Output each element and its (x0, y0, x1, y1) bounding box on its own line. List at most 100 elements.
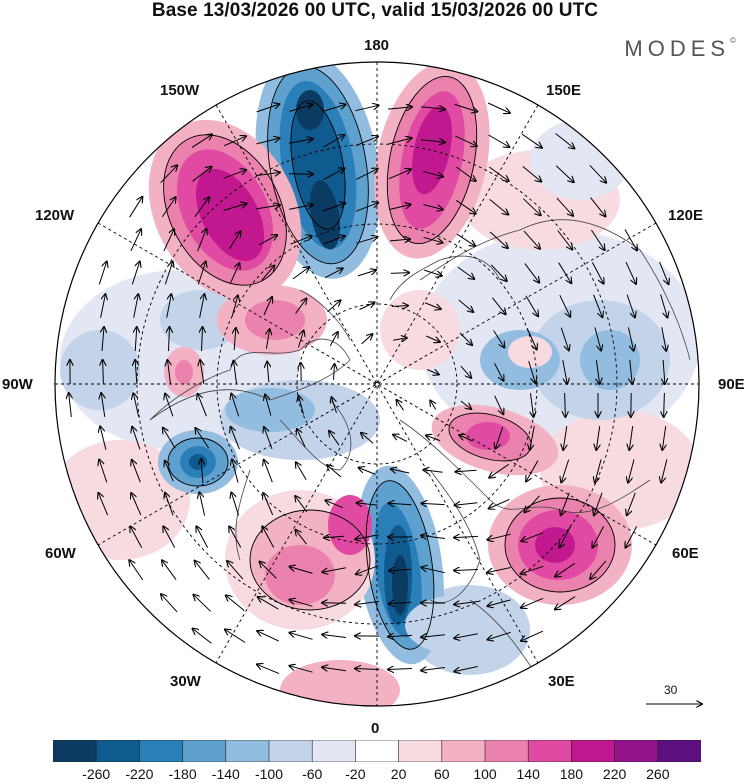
wind-vector (555, 133, 575, 149)
wind-vector (229, 527, 242, 548)
wind-vector (521, 532, 543, 541)
wind-vector (197, 262, 205, 285)
wind-vector (355, 136, 378, 147)
wind-vector (98, 493, 109, 516)
wind-vector (525, 295, 538, 316)
colorbar-swatch (53, 740, 97, 762)
wind-vector (297, 331, 303, 348)
wind-vector (295, 496, 308, 513)
wind-vector (322, 635, 346, 638)
wind-vector (162, 560, 177, 580)
wind-vector (521, 630, 544, 641)
wind-vector (555, 165, 574, 182)
wind-vector (521, 597, 544, 607)
wind-vector (261, 265, 275, 281)
wind-vector (629, 426, 632, 450)
wind-vector (361, 334, 373, 345)
wind-vector (230, 263, 240, 284)
wind-vector (323, 135, 345, 148)
wind-vector (565, 392, 566, 417)
wind-vector (296, 462, 307, 480)
map-title: Base 13/03/2026 00 UTC, valid 15/03/2026… (151, 0, 599, 21)
map-border (54, 61, 700, 707)
wind-vector (390, 273, 409, 274)
wind-vector (356, 565, 379, 574)
wind-vector (99, 460, 108, 483)
wind-vector (98, 262, 106, 285)
wind-vector (292, 267, 309, 280)
lon-label-30e: 30E (548, 673, 575, 690)
wind-vector (593, 294, 603, 317)
wind-vector (454, 135, 477, 146)
wind-vector (561, 492, 570, 515)
colorbar-tick-label: 20 (390, 766, 407, 782)
brand-text: MODES (624, 36, 731, 61)
wind-vector (487, 599, 511, 606)
wind-vector (459, 435, 474, 442)
wind-vector (388, 669, 413, 670)
wind-vector (332, 397, 337, 413)
colorbar-tick-label: -100 (254, 766, 284, 782)
wind-vector (223, 170, 246, 179)
wind-vector (456, 233, 475, 246)
wind-vector (226, 595, 245, 611)
wind-vector (355, 669, 380, 670)
wind-vector (530, 426, 535, 450)
wind-vector (132, 460, 141, 483)
colorbar-tick-label: -20 (345, 766, 366, 782)
copyright-mark: © (730, 36, 736, 45)
colorbar-swatch (355, 740, 400, 762)
wind-vector (257, 664, 280, 675)
wind-vector (528, 360, 536, 383)
wind-vector (494, 395, 504, 414)
wind-vector (295, 530, 307, 545)
colorbar-swatch (225, 740, 270, 762)
wind-vector (664, 392, 665, 417)
wind-vector (397, 400, 404, 411)
wind-vector (130, 229, 141, 252)
wind-vector (196, 526, 209, 548)
wind-vector (161, 197, 175, 218)
wind-vector (265, 394, 272, 416)
wind-vector (199, 294, 205, 318)
wind-vector (455, 503, 478, 506)
wind-vector (659, 261, 669, 284)
wind-vector (289, 139, 313, 144)
wind-vector (389, 239, 410, 241)
colorbar-tick-label: 220 (602, 766, 627, 782)
wind-vector (359, 468, 376, 475)
wind-vector (490, 264, 507, 281)
wind-vector (295, 299, 307, 314)
wind-vector (557, 230, 573, 250)
wind-vector (454, 633, 478, 639)
wind-vector (522, 198, 540, 216)
lon-label-90e: 90E (718, 376, 745, 393)
wind-vector (165, 394, 174, 417)
wind-vector (290, 633, 313, 640)
wind-vector (562, 360, 567, 384)
wind-vector (590, 229, 604, 250)
wind-vector (131, 493, 142, 516)
wind-vector (201, 459, 203, 484)
wind-vector (454, 602, 478, 605)
wind-vector (421, 635, 445, 637)
wind-vector (163, 229, 174, 252)
wind-vector (355, 203, 378, 212)
wind-vector (334, 364, 335, 380)
lon-label-180: 180 (364, 37, 390, 54)
wind-vector (387, 107, 412, 109)
lon-label-60w: 60W (45, 545, 76, 562)
wind-vector (195, 428, 210, 449)
wind-vector (393, 338, 407, 340)
wind-vector (427, 370, 439, 375)
colorbar-swatch (614, 740, 659, 762)
colorbar (53, 740, 701, 762)
wind-vector (421, 107, 445, 110)
colorbar-tick-label: -220 (125, 766, 154, 782)
wind-vector (425, 302, 441, 309)
wind-vector (229, 231, 241, 249)
wind-vector (627, 327, 633, 350)
lon-label-150w: 150W (160, 82, 200, 99)
wind-vector (193, 629, 212, 644)
